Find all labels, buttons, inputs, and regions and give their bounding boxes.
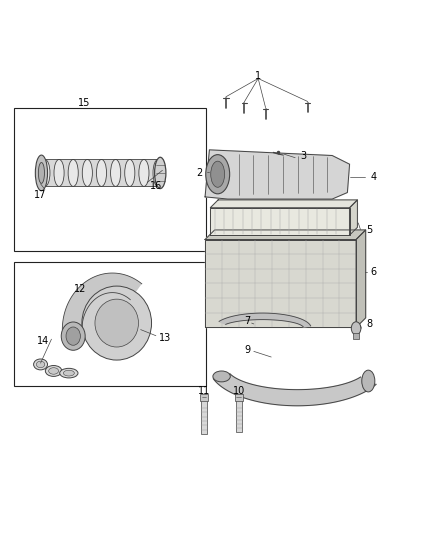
Ellipse shape [34, 359, 47, 370]
Ellipse shape [206, 155, 230, 194]
Polygon shape [205, 239, 356, 327]
Polygon shape [210, 208, 350, 235]
Ellipse shape [82, 159, 92, 187]
Ellipse shape [49, 368, 59, 374]
Ellipse shape [68, 159, 78, 187]
Ellipse shape [153, 159, 163, 187]
Ellipse shape [60, 368, 78, 378]
Polygon shape [219, 313, 311, 327]
Text: 14: 14 [37, 336, 49, 346]
Bar [236, 399, 242, 432]
Polygon shape [62, 273, 142, 329]
Bar [201, 399, 207, 434]
Text: 13: 13 [159, 333, 171, 343]
Ellipse shape [213, 371, 230, 382]
Ellipse shape [351, 322, 361, 335]
Ellipse shape [64, 370, 74, 376]
Text: 15: 15 [78, 98, 90, 108]
Bar [200, 393, 208, 400]
Bar [14, 108, 206, 251]
Polygon shape [205, 150, 350, 199]
Text: 11: 11 [198, 385, 210, 395]
Ellipse shape [36, 361, 45, 368]
Polygon shape [205, 230, 366, 239]
Ellipse shape [96, 159, 106, 187]
Text: 9: 9 [244, 345, 251, 355]
Ellipse shape [61, 322, 85, 350]
Text: 8: 8 [366, 319, 372, 329]
Text: 10: 10 [233, 385, 245, 395]
Ellipse shape [362, 370, 375, 392]
Bar [45, 158, 158, 187]
Bar [14, 262, 206, 386]
Ellipse shape [125, 159, 135, 187]
Ellipse shape [39, 163, 45, 183]
Ellipse shape [211, 161, 225, 187]
Ellipse shape [46, 366, 62, 376]
Polygon shape [213, 374, 376, 406]
Polygon shape [210, 200, 357, 208]
Text: 5: 5 [366, 224, 372, 235]
Ellipse shape [40, 159, 50, 187]
Text: 17: 17 [34, 190, 47, 200]
Ellipse shape [35, 155, 47, 191]
Text: 16: 16 [150, 181, 162, 191]
Text: 2: 2 [196, 168, 202, 178]
Ellipse shape [82, 286, 152, 360]
Bar [353, 333, 359, 339]
Polygon shape [356, 230, 366, 327]
Text: 6: 6 [371, 266, 377, 277]
Bar [235, 393, 243, 400]
Polygon shape [350, 200, 357, 235]
Ellipse shape [54, 159, 64, 187]
Text: 3: 3 [301, 150, 307, 160]
Ellipse shape [155, 157, 166, 189]
Text: 4: 4 [371, 172, 377, 182]
Ellipse shape [66, 327, 81, 345]
Text: 7: 7 [244, 316, 251, 326]
Text: 12: 12 [74, 284, 86, 294]
Ellipse shape [139, 159, 149, 187]
Ellipse shape [110, 159, 121, 187]
Ellipse shape [95, 299, 138, 347]
Text: 1: 1 [255, 71, 261, 81]
